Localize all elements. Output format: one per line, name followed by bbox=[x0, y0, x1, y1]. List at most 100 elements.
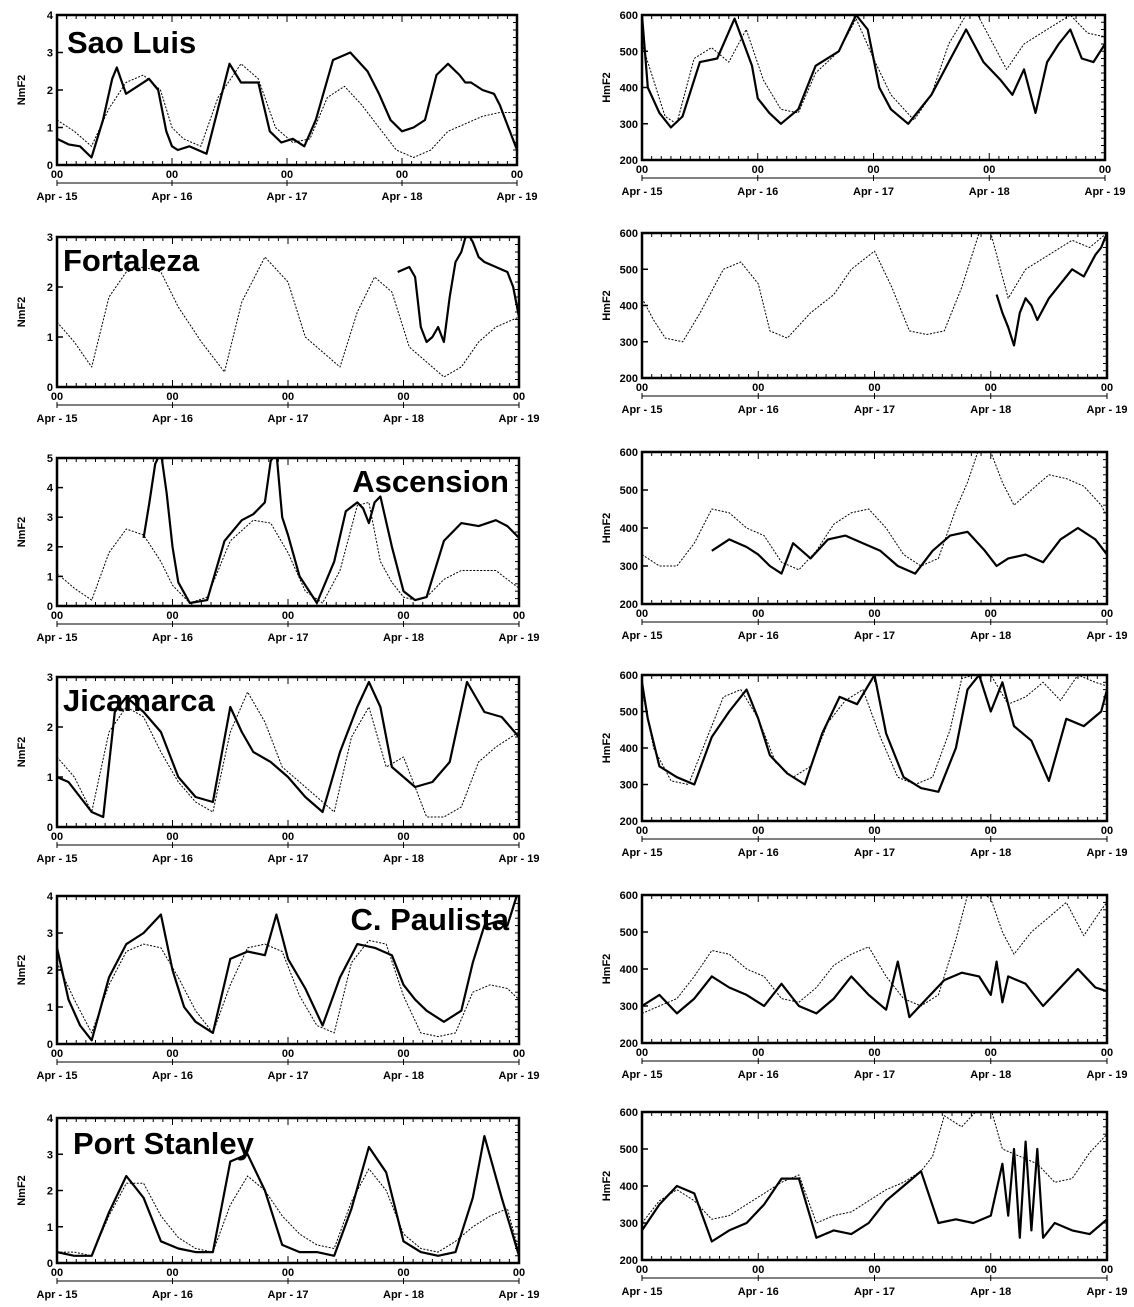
panel-9-day-mark: 00 bbox=[397, 1048, 409, 1060]
panel-9-day-mark: 00 bbox=[51, 1048, 63, 1060]
panel-3-station-title: Fortaleza bbox=[63, 243, 200, 278]
panel-4-day-mark: 00 bbox=[985, 382, 997, 394]
panel-12-day-mark: 00 bbox=[752, 1264, 764, 1276]
panel-5-series-dotted-line bbox=[57, 501, 519, 604]
panel-10-date-label: Apr - 15 bbox=[622, 1069, 663, 1081]
panel-12-y-tick-label: 400 bbox=[620, 1181, 638, 1193]
panel-2-y-tick-label: 400 bbox=[620, 83, 638, 95]
panel-4-series-solid-line bbox=[995, 233, 1107, 347]
panel-6-date-label: Apr - 17 bbox=[854, 630, 895, 642]
panel-4-date-label: Apr - 17 bbox=[854, 404, 895, 416]
panel-12-date-label: Apr - 16 bbox=[738, 1286, 779, 1298]
panel-6-y-tick-label: 200 bbox=[620, 599, 638, 611]
panel-8-y-tick-label: 300 bbox=[620, 780, 638, 792]
panel-1-day-mark: 00 bbox=[281, 169, 293, 181]
panel-11-y-tick-label: 3 bbox=[47, 1149, 53, 1161]
panel-6-date-label: Apr - 16 bbox=[738, 630, 779, 642]
panel-2-date-label: Apr - 19 bbox=[1085, 186, 1126, 198]
panel-5-series-solid-line bbox=[142, 458, 519, 605]
panel-2-y-tick-label: 300 bbox=[620, 119, 638, 131]
panel-6-series-dotted-line bbox=[642, 452, 1107, 571]
panel-11-date-label: Apr - 15 bbox=[37, 1289, 78, 1301]
panel-7-day-mark: 00 bbox=[166, 831, 178, 843]
panel-6-day-mark: 00 bbox=[636, 608, 648, 620]
panel-7-date-label: Apr - 17 bbox=[268, 853, 309, 865]
panel-8-date-label: Apr - 18 bbox=[970, 847, 1011, 859]
panel-5-station-title: Ascension bbox=[352, 464, 509, 499]
panel-6-y-tick-label: 600 bbox=[620, 447, 638, 459]
panel-7-y-axis-label: NmF2 bbox=[16, 737, 28, 768]
panel-8-y-axis-label: HmF2 bbox=[601, 733, 613, 764]
panel-4-y-tick-label: 300 bbox=[620, 337, 638, 349]
panel-7-day-mark: 00 bbox=[513, 831, 525, 843]
panel-3-date-label: Apr - 17 bbox=[268, 413, 309, 425]
panel-4-frame bbox=[640, 231, 1109, 380]
panel-4-date-label: Apr - 18 bbox=[970, 404, 1011, 416]
panel-10-y-axis-label: HmF2 bbox=[601, 954, 613, 985]
panel-1-date-label: Apr - 15 bbox=[37, 191, 78, 203]
panel-3-day-mark: 00 bbox=[513, 391, 525, 403]
panel-2-group: 200 300 400 500 600 HmF2 00 Apr - 15 00 Apr - 16 0… bbox=[601, 10, 1125, 198]
panel-3-y-axis-label: NmF2 bbox=[16, 297, 28, 328]
panel-3-series-solid-line bbox=[397, 237, 519, 344]
panel-2-date-label: Apr - 18 bbox=[969, 186, 1010, 198]
panel-6-series-solid-line bbox=[711, 526, 1107, 575]
panel-10-date-label: Apr - 17 bbox=[854, 1069, 895, 1081]
panel-9-y-tick-label: 4 bbox=[47, 891, 54, 903]
panel-12-y-tick-label: 600 bbox=[620, 1107, 638, 1119]
panel-3-y-tick-label: 2 bbox=[47, 282, 53, 294]
panel-9-y-tick-label: 2 bbox=[47, 965, 53, 977]
panel-11-date-label: Apr - 16 bbox=[152, 1289, 193, 1301]
panel-5-group: 0 1 2 3 4 5 NmF2 00 Apr - 15 00 Apr - 16 00 Apr - 17… bbox=[16, 453, 539, 644]
panel-9-y-axis-label: NmF2 bbox=[16, 955, 28, 986]
panel-11-station-title: Port Stanley bbox=[73, 1126, 255, 1161]
panel-6-y-tick-label: 400 bbox=[620, 523, 638, 535]
panel-1-y-tick-label: 2 bbox=[47, 85, 53, 97]
panel-3-day-mark: 00 bbox=[166, 391, 178, 403]
panel-8-series-dotted-line bbox=[642, 675, 1107, 785]
panel-6-day-mark: 00 bbox=[1101, 608, 1113, 620]
panel-7-day-mark: 00 bbox=[282, 831, 294, 843]
panel-10-series-dotted-line bbox=[642, 895, 1107, 1014]
panel-1-y-tick-label: 4 bbox=[47, 10, 54, 22]
panel-5-date-label: Apr - 16 bbox=[152, 632, 193, 644]
panel-9-date-label: Apr - 15 bbox=[37, 1070, 78, 1082]
panel-4-date-label: Apr - 16 bbox=[738, 404, 779, 416]
panel-4-day-mark: 00 bbox=[752, 382, 764, 394]
panel-12-frame bbox=[640, 1110, 1109, 1262]
panel-9-date-label: Apr - 16 bbox=[152, 1070, 193, 1082]
panel-9-station-title: C. Paulista bbox=[351, 902, 510, 937]
panel-11-series-dotted-line bbox=[57, 1168, 519, 1257]
panel-4-series-dotted-line bbox=[642, 233, 1107, 343]
panel-3-day-mark: 00 bbox=[51, 391, 63, 403]
panel-7-y-tick-label: 2 bbox=[47, 722, 53, 734]
panel-10-y-tick-label: 200 bbox=[620, 1038, 638, 1050]
panel-8-day-mark: 00 bbox=[985, 825, 997, 837]
panel-11-y-tick-label: 4 bbox=[47, 1113, 54, 1125]
panel-2-day-mark: 00 bbox=[983, 164, 995, 176]
panel-11-y-tick-label: 1 bbox=[47, 1222, 53, 1234]
panel-1-date-label: Apr - 18 bbox=[382, 191, 423, 203]
panel-8-y-tick-label: 600 bbox=[620, 670, 638, 682]
panel-11-date-label: Apr - 18 bbox=[383, 1289, 424, 1301]
panel-1-y-axis-label: NmF2 bbox=[16, 75, 28, 106]
panel-6-date-label: Apr - 19 bbox=[1087, 630, 1128, 642]
panel-11-y-tick-label: 0 bbox=[47, 1258, 53, 1270]
panel-7-station-title: Jicamarca bbox=[63, 683, 215, 718]
panel-8-date-label: Apr - 15 bbox=[622, 847, 663, 859]
panel-11-series-solid-line bbox=[57, 1134, 519, 1257]
panel-12-y-tick-label: 500 bbox=[620, 1144, 638, 1156]
panel-3-y-tick-label: 0 bbox=[47, 382, 53, 394]
panel-2-y-axis-label: HmF2 bbox=[601, 72, 613, 103]
panel-10-day-mark: 00 bbox=[752, 1047, 764, 1059]
panel-7-y-tick-label: 1 bbox=[47, 772, 53, 784]
panel-1-day-mark: 00 bbox=[166, 169, 178, 181]
panel-3-day-mark: 00 bbox=[282, 391, 294, 403]
panel-6-day-mark: 00 bbox=[752, 608, 764, 620]
panel-10-frame bbox=[640, 893, 1109, 1045]
panel-12-series-dotted-line bbox=[642, 1112, 1107, 1224]
panel-8-day-mark: 00 bbox=[636, 825, 648, 837]
panel-3-y-tick-label: 3 bbox=[47, 232, 53, 244]
panel-1-y-tick-label: 0 bbox=[47, 160, 53, 172]
